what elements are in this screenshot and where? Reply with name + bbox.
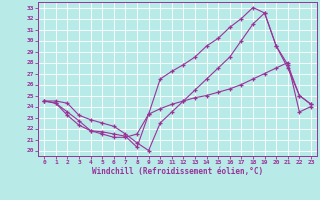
X-axis label: Windchill (Refroidissement éolien,°C): Windchill (Refroidissement éolien,°C) xyxy=(92,167,263,176)
